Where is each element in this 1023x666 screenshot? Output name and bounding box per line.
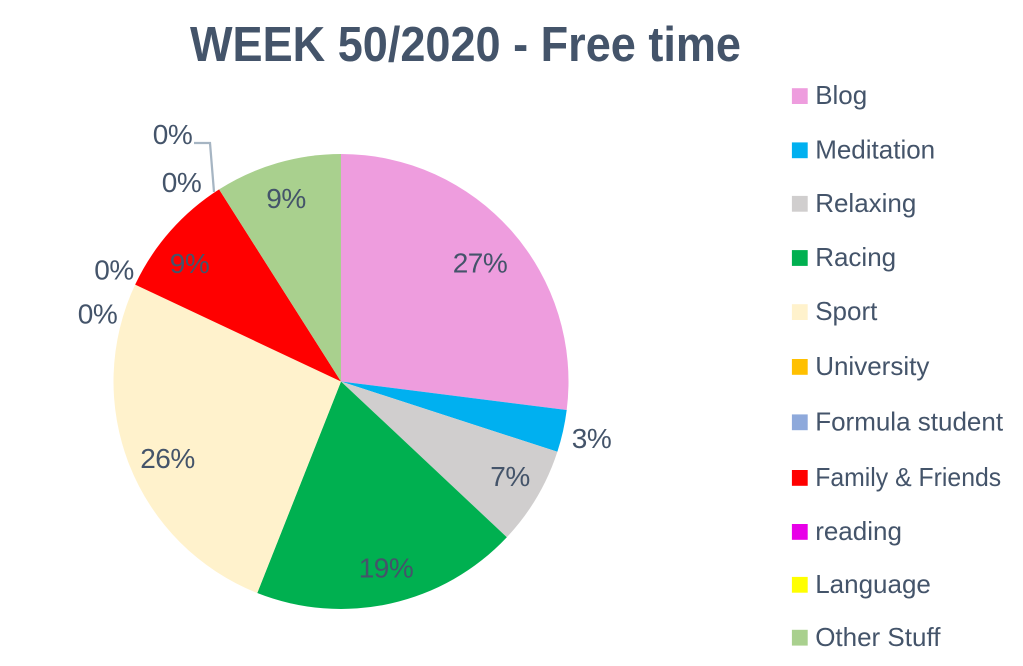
svg-text:Family & Friends: Family & Friends xyxy=(815,462,1001,492)
svg-text:WEEK 50/2020 - Free time: WEEK 50/2020 - Free time xyxy=(190,18,741,72)
svg-text:Relaxing: Relaxing xyxy=(815,188,916,218)
svg-text:Sport: Sport xyxy=(815,296,878,326)
svg-text:Blog: Blog xyxy=(815,80,867,110)
svg-text:9%: 9% xyxy=(170,248,209,279)
svg-text:Other Stuff: Other Stuff xyxy=(815,622,941,652)
svg-text:Racing: Racing xyxy=(815,242,896,272)
svg-text:Meditation: Meditation xyxy=(815,134,935,164)
svg-text:9%: 9% xyxy=(266,183,305,214)
svg-text:19%: 19% xyxy=(359,552,414,583)
svg-text:0%: 0% xyxy=(94,255,133,286)
svg-text:7%: 7% xyxy=(490,461,529,492)
svg-text:Formula student: Formula student xyxy=(815,406,1004,436)
svg-text:0%: 0% xyxy=(153,119,192,150)
svg-text:26%: 26% xyxy=(140,443,195,474)
svg-text:3%: 3% xyxy=(572,423,611,454)
svg-text:0%: 0% xyxy=(78,299,117,330)
svg-text:Language: Language xyxy=(815,569,931,599)
svg-text:University: University xyxy=(815,351,929,381)
svg-text:27%: 27% xyxy=(453,248,508,279)
svg-text:reading: reading xyxy=(815,516,902,546)
svg-text:0%: 0% xyxy=(162,167,201,198)
